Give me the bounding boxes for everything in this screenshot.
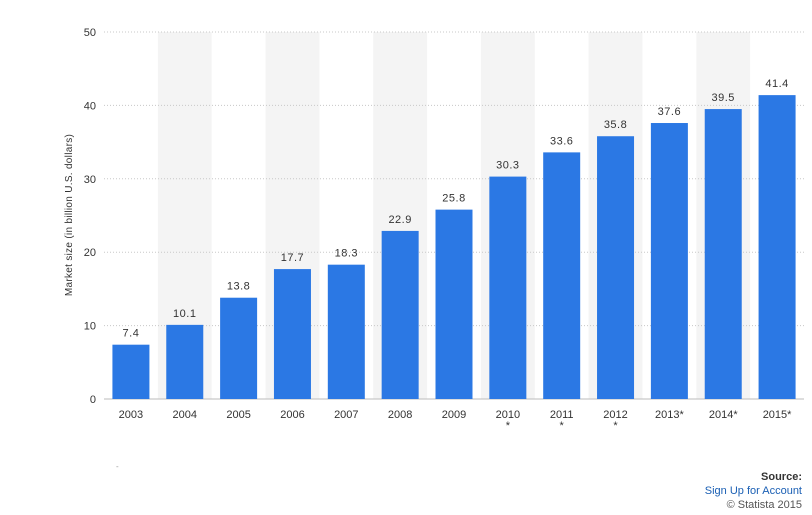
x-tick-label: 2009 bbox=[442, 409, 466, 421]
x-tick-footnote: * bbox=[560, 420, 565, 432]
bar bbox=[381, 230, 419, 399]
x-tick-label: 2007 bbox=[334, 409, 358, 421]
x-tick-footnote: * bbox=[613, 420, 618, 432]
y-tick-label: 0 bbox=[90, 394, 96, 406]
x-tick-label: 2008 bbox=[388, 409, 412, 421]
data-label: 41.4 bbox=[765, 78, 788, 90]
x-tick-label: 2006 bbox=[280, 409, 304, 421]
y-axis-title: Market size (in billion U.S. dollars) bbox=[64, 134, 75, 296]
bar bbox=[543, 152, 581, 399]
x-tick-label: 2015* bbox=[763, 409, 792, 421]
source-title: Source: bbox=[761, 471, 802, 483]
bar bbox=[489, 176, 527, 399]
data-label: 37.6 bbox=[658, 106, 681, 118]
data-label: 7.4 bbox=[123, 328, 140, 340]
y-tick-label: 20 bbox=[84, 247, 96, 259]
x-tick-label: 2010 bbox=[496, 409, 520, 421]
bar bbox=[704, 109, 742, 399]
data-label: 18.3 bbox=[335, 248, 358, 260]
y-tick-label: 30 bbox=[84, 174, 96, 186]
bar bbox=[435, 209, 473, 399]
data-label: 35.8 bbox=[604, 119, 627, 131]
bar bbox=[220, 297, 258, 399]
data-label: 30.3 bbox=[496, 160, 519, 172]
source-block: Source: Sign Up for Account © Statista 2… bbox=[705, 470, 802, 512]
y-tick-label: 50 bbox=[84, 27, 96, 39]
data-label: 33.6 bbox=[550, 135, 573, 147]
x-tick-footnote: * bbox=[506, 420, 511, 432]
data-label: 25.8 bbox=[442, 193, 465, 205]
corner-mark: - bbox=[116, 462, 119, 471]
data-label: 13.8 bbox=[227, 281, 250, 293]
data-label: 10.1 bbox=[173, 308, 196, 320]
x-tick-label: 2014* bbox=[709, 409, 738, 421]
bar bbox=[597, 136, 635, 399]
bar bbox=[273, 269, 311, 399]
x-tick-label: 2004 bbox=[173, 409, 197, 421]
x-tick-label: 2013* bbox=[655, 409, 684, 421]
x-tick-label: 2011 bbox=[550, 409, 574, 421]
data-label: 22.9 bbox=[388, 214, 411, 226]
data-label: 39.5 bbox=[712, 92, 735, 104]
sign-up-link[interactable]: Sign Up for Account bbox=[704, 485, 802, 497]
copyright-text: © Statista 2015 bbox=[726, 499, 802, 511]
x-tick-label: 2005 bbox=[226, 409, 250, 421]
data-label: 17.7 bbox=[281, 252, 304, 264]
bar bbox=[650, 123, 688, 400]
x-tick-label: 2012 bbox=[603, 409, 627, 421]
x-tick-label: 2003 bbox=[119, 409, 143, 421]
bar bbox=[112, 344, 150, 399]
bar bbox=[166, 324, 204, 399]
bar bbox=[758, 95, 796, 400]
y-tick-label: 40 bbox=[84, 100, 96, 112]
bar bbox=[327, 264, 365, 399]
y-tick-label: 10 bbox=[84, 321, 96, 333]
